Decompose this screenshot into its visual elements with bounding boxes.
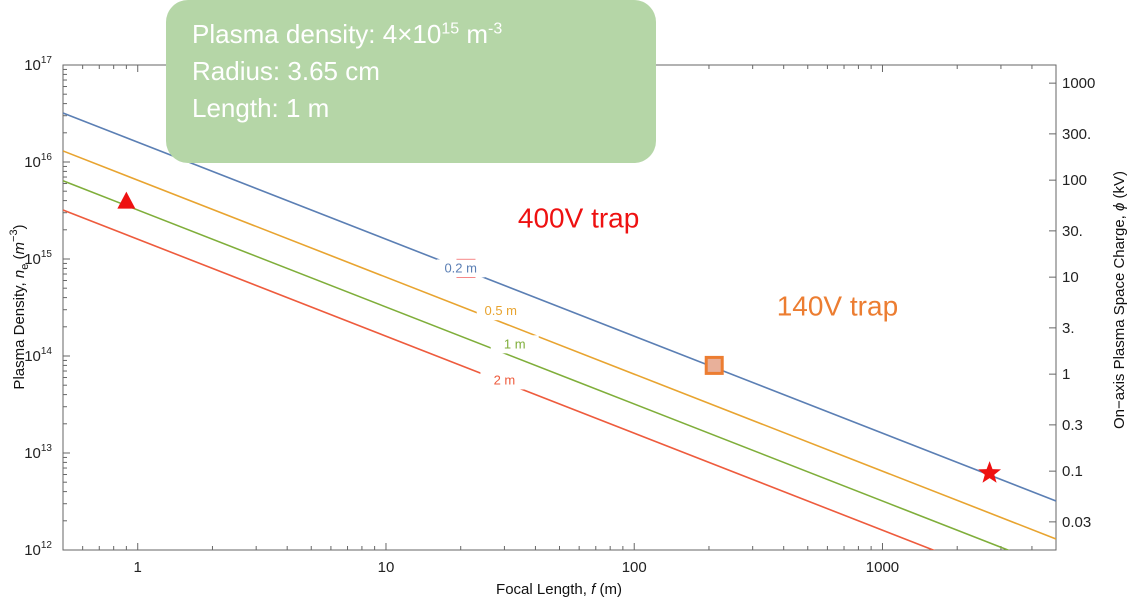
star-marker — [978, 461, 1001, 483]
series-line-1 — [63, 150, 1056, 540]
trap-annotation-1: 140V trap — [777, 291, 898, 322]
y-tick-label: 1016 — [24, 152, 52, 171]
x-tick-label: 10 — [378, 559, 395, 576]
triangle-marker — [117, 191, 136, 209]
y-tick-label: 1014 — [24, 346, 52, 365]
series-label-0: 0.2 m — [444, 260, 477, 275]
y-tick-label: 1013 — [24, 443, 52, 462]
y2-tick-label: 3. — [1062, 320, 1075, 337]
y-tick-label: 1012 — [24, 540, 52, 559]
y2-tick-label: 10 — [1062, 269, 1079, 286]
trap-annotation-0: 400V trap — [518, 203, 639, 234]
x-tick-label: 1000 — [866, 559, 899, 576]
parameters-box: Plasma density: 4×1015 m-3 Radius: 3.65 … — [166, 0, 656, 163]
y-axis-label: Plasma Density, ne (m−3) — [8, 224, 31, 389]
series-label-bg — [490, 335, 539, 354]
y2-tick-label: 1 — [1062, 366, 1070, 383]
series-line-0 — [63, 112, 1056, 502]
y2-tick-label: 300. — [1062, 126, 1091, 143]
y2-tick-label: 30. — [1062, 223, 1083, 240]
y2-axis-label: On−axis Plasma Space Charge, ϕ (kV) — [1111, 171, 1128, 429]
series-label-bg — [436, 259, 485, 278]
x-tick-label: 100 — [622, 559, 647, 576]
series-label-2: 1 m — [504, 336, 526, 351]
y2-tick-label: 0.3 — [1062, 417, 1083, 434]
series-line-2 — [63, 180, 1011, 550]
series-line-3 — [63, 209, 936, 550]
x-axis-label: Focal Length, f (m) — [496, 581, 622, 598]
y2-tick-label: 100 — [1062, 172, 1087, 189]
density-line: Plasma density: 4×1015 m-3 — [192, 19, 503, 49]
y-tick-label: 1017 — [24, 55, 52, 74]
y2-tick-label: 0.1 — [1062, 463, 1083, 480]
y2-tick-label: 0.03 — [1062, 514, 1091, 531]
series-label-bg — [476, 302, 525, 321]
series-label-3: 2 m — [494, 372, 516, 387]
length-line: Length: 1 m — [192, 93, 330, 123]
y2-tick-label: 1000 — [1062, 75, 1095, 92]
x-tick-label: 1 — [134, 559, 142, 576]
series-label-1: 0.5 m — [485, 303, 518, 318]
square-marker-2 — [704, 355, 724, 375]
radius-line: Radius: 3.65 cm — [192, 56, 380, 86]
series-label-bg — [480, 371, 529, 390]
